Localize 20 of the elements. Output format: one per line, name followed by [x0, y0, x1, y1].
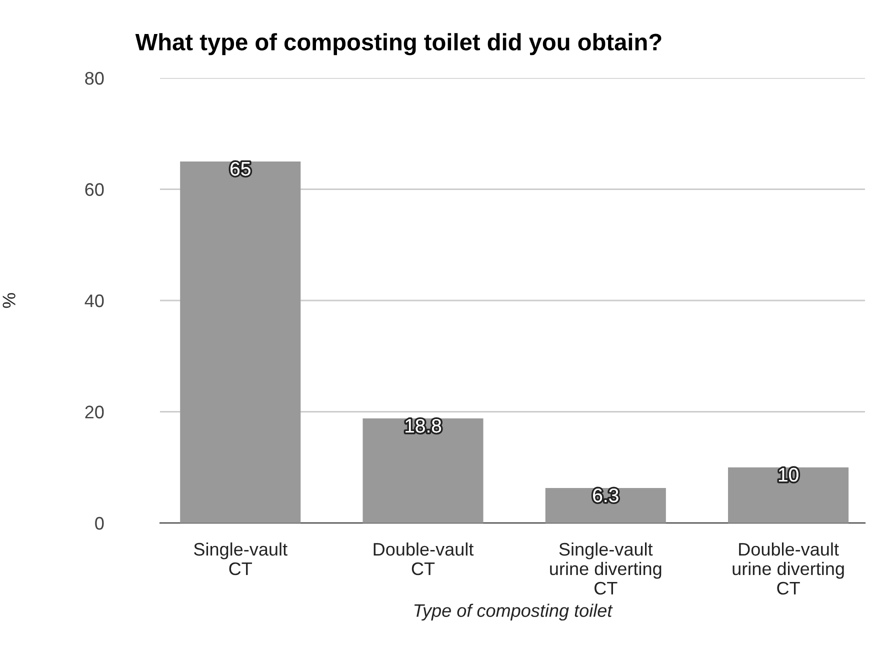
bar [545, 488, 666, 523]
data-label: 65 [230, 162, 250, 176]
chart-title: What type of composting toilet did you obtain? [135, 33, 662, 56]
data-label: 10 [778, 468, 798, 482]
y-tick-label: 80 [85, 72, 104, 85]
y-tick-label: 60 [85, 183, 104, 196]
bar [728, 467, 849, 523]
y-tick-label: 20 [85, 406, 104, 418]
x-tick-label: Single-vault CT [194, 542, 288, 576]
x-tick-label: Double-vault urine diverting CT [732, 542, 844, 595]
bar [362, 418, 484, 523]
bar [180, 161, 301, 523]
y-tick-label: 40 [84, 294, 104, 308]
data-label: 18.8 [406, 418, 442, 433]
y-axis-title: % [2, 293, 16, 308]
x-tick-label: Single-vault urine diverting CT [550, 542, 662, 595]
x-axis-title: Type of composting toilet [414, 604, 613, 621]
y-tick-label: 0 [95, 516, 104, 530]
x-tick-label: Double-vault CT [374, 542, 474, 576]
data-label: 6.3 [593, 488, 618, 502]
